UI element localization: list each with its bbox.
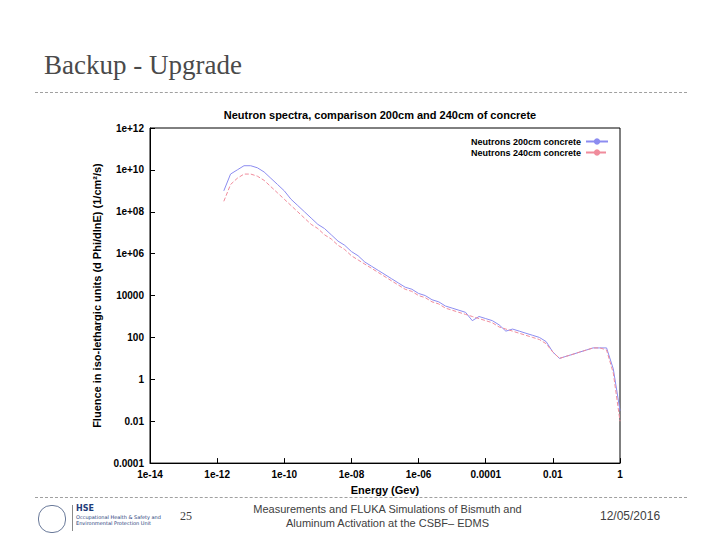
html-text:Occupational Health & Safety a: Occupational Health & Safety and Environ… <box>76 514 161 526</box>
svg-text:Neutron spectra, comparison 20: Neutron spectra, comparison 200cm and 24… <box>224 109 536 121</box>
svg-text:0.0001: 0.0001 <box>470 469 501 480</box>
html-text:Backup - Upgrade: Backup - Upgrade <box>44 50 242 80</box>
svg-text:0.01: 0.01 <box>125 416 145 427</box>
svg-text:0.0001: 0.0001 <box>113 458 144 469</box>
svg-text:1e-14: 1e-14 <box>137 469 163 480</box>
svg-text:1e+10: 1e+10 <box>116 164 145 175</box>
svg-text:0.01: 0.01 <box>543 469 563 480</box>
svg-text:1: 1 <box>138 374 144 385</box>
html-text:Measurements and FLUKA Simulat: Measurements and FLUKA Simulations of Bi… <box>253 503 522 529</box>
html-text:12/05/2016: 12/05/2016 <box>600 509 661 523</box>
svg-text:1e-12: 1e-12 <box>204 469 230 480</box>
svg-text:10000: 10000 <box>116 290 144 301</box>
svg-text:1e+08: 1e+08 <box>116 206 145 217</box>
svg-text:Fluence in iso-lethargic units: Fluence in iso-lethargic units (d Phi/dl… <box>91 163 103 428</box>
svg-text:1: 1 <box>617 469 623 480</box>
svg-text:Energy (Gev): Energy (Gev) <box>351 484 420 496</box>
svg-text:Neutrons 200cm concrete: Neutrons 200cm concrete <box>471 137 581 147</box>
html-text:HSE: HSE <box>76 504 94 513</box>
svg-text:1e-10: 1e-10 <box>271 469 297 480</box>
svg-text:Neutrons 240cm concrete: Neutrons 240cm concrete <box>471 148 581 158</box>
svg-text:100: 100 <box>127 332 144 343</box>
svg-text:1e+12: 1e+12 <box>116 123 145 134</box>
svg-text:1e+06: 1e+06 <box>116 248 145 259</box>
svg-text:1e-06: 1e-06 <box>406 469 432 480</box>
svg-text:1e-08: 1e-08 <box>339 469 365 480</box>
html-text:25: 25 <box>180 509 192 523</box>
